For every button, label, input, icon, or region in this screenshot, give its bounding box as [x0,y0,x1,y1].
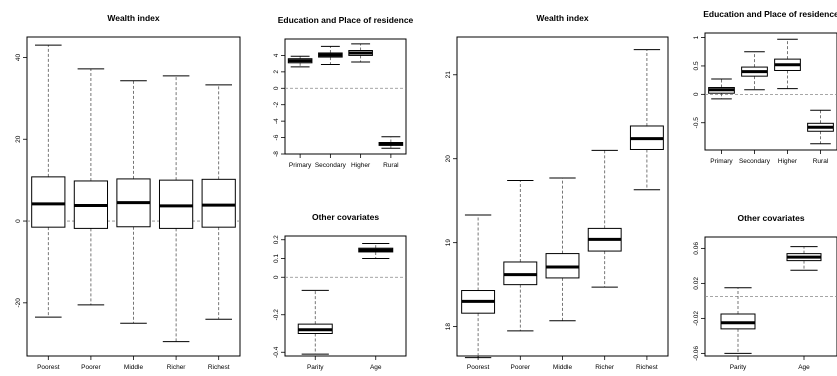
iqr-box [201,178,236,228]
y-tick-label: 0 [273,275,280,279]
chart-title: Wealth index [536,13,589,23]
box-poorest [31,44,66,318]
x-tick-label: Poorer [511,364,531,371]
box-richest [201,84,236,320]
y-tick-label: 20 [15,135,22,143]
box-poorer [73,68,109,306]
y-tick-label: 21 [445,71,452,79]
y-tick-label: -0.2 [273,309,280,321]
y-tick-label: -0.5 [693,117,700,129]
box-secondary [318,45,343,65]
plot-frame [284,38,407,155]
x-tick-label: Age [370,364,382,371]
box-parity [297,289,333,355]
box-age [786,246,822,271]
x-tick-label: Primary [710,158,733,165]
chart-panel-3: Other covariates -0.4 -0.2 0 0.1 0.2 Parity Age [273,212,407,371]
y-tick-label: 20 [445,155,452,163]
box-richest [629,49,664,191]
box-poorest [461,214,496,359]
x-tick-label: Poorer [81,364,101,371]
y-tick-label: -20 [15,298,22,308]
iqr-box [31,176,66,228]
y-tick-label: 0 [273,86,280,90]
x-tick-label: Richer [167,364,187,371]
box-primary [708,78,735,100]
chart-title: Education and Place of residence [278,15,414,25]
chart-panel-1: Wealth index -20 0 20 40 Poorest Poorer Middle R… [15,13,241,371]
x-tick-label: Rural [813,158,829,165]
y-tick-label: 4 [273,53,280,57]
plot-frame [704,32,837,151]
y-tick-label: 18 [445,323,452,331]
chart-title: Wealth index [107,13,160,23]
y-tick-label: -0.06 [693,346,700,361]
box-higher [774,38,801,90]
box-richer [158,75,194,343]
x-tick-label: Middle [124,364,144,371]
x-tick-label: Age [798,364,810,371]
y-tick-label: 0.1 [273,254,280,263]
y-tick-label: 19 [445,239,452,247]
y-tick-label: -2 [273,101,280,107]
chart-title: Other covariates [312,212,379,222]
x-tick-label: Rural [383,162,399,169]
y-tick-label: 0.02 [693,277,700,290]
y-tick-label: 2 [273,70,280,74]
y-tick-label: -4 [273,118,280,124]
box-parity [720,287,756,354]
x-tick-label: Parity [730,364,747,371]
y-tick-label: 40 [15,53,22,61]
x-tick-label: Parity [307,364,324,371]
plot-frame [284,235,407,357]
y-tick-label: 0 [693,92,700,96]
y-tick-label: 0.06 [693,242,700,255]
box-higher [348,43,373,63]
y-tick-label: 0 [15,219,22,223]
y-tick-label: -6 [273,134,280,140]
box-rural [807,109,834,145]
box-age [358,243,394,259]
box-rural [378,136,404,149]
iqr-box [158,179,194,229]
x-tick-label: Poorest [37,364,60,371]
x-tick-label: Poorest [467,364,490,371]
box-poorer [503,180,538,332]
box-primary [287,55,313,68]
box-richer [587,149,622,288]
chart-title: Education and Place of residence [703,9,837,19]
y-tick-label: 1 [693,35,700,39]
box-middle [545,177,580,322]
x-tick-label: Middle [553,364,573,371]
box-secondary [741,51,768,91]
x-tick-label: Richest [636,364,658,371]
y-tick-label: 0.2 [273,235,280,244]
x-tick-label: Richer [595,364,615,371]
y-tick-label: -0.02 [693,311,700,326]
y-tick-label: -0.4 [273,346,280,358]
y-tick-label: -8 [273,151,280,157]
y-tick-label: 0.5 [693,61,700,70]
box-middle [116,80,151,324]
chart-title: Other covariates [737,213,804,223]
x-tick-label: Higher [351,162,371,169]
x-tick-label: Secondary [739,158,771,165]
chart-panel-6: Other covariates -0.06 -0.02 0.02 0.06 Parity… [693,213,837,371]
x-tick-label: Secondary [315,162,347,169]
x-tick-label: Higher [778,158,798,165]
x-tick-label: Primary [289,162,312,169]
x-tick-label: Richest [208,364,230,371]
chart-panel-4: Wealth index 18 19 20 21 Poorest Poorer Middle R… [445,13,669,371]
chart-panel-5: Education and Place of residence -0.5 0 0.5… [693,9,837,165]
chart-panel-2: Education and Place of residence -8 -6 -4 -2… [273,15,414,169]
